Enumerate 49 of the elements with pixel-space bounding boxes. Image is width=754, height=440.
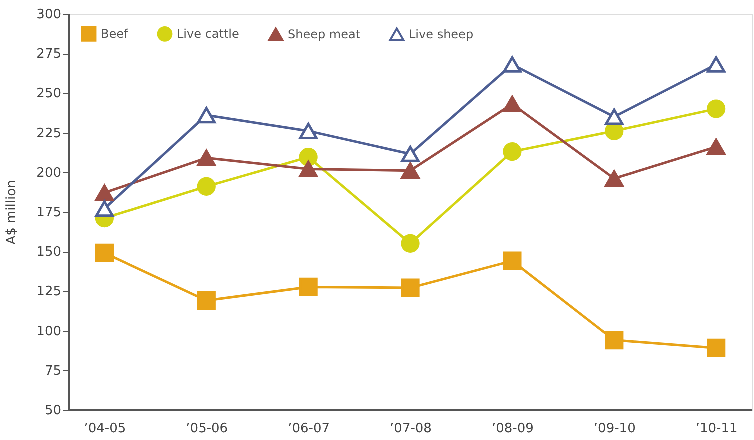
x-tick-label: ’04-05: [84, 422, 126, 436]
point: [503, 142, 522, 162]
y-tick-label: 250: [36, 86, 62, 102]
point: [605, 108, 624, 126]
y-tick-label: 100: [36, 324, 62, 340]
point: [401, 234, 420, 253]
point: [95, 184, 114, 202]
y-tick-label: 75: [44, 364, 62, 379]
point: [197, 107, 216, 124]
point: [299, 278, 318, 297]
point: [401, 278, 420, 298]
point: [197, 150, 216, 166]
x-tick-label: ’09-10: [594, 422, 636, 436]
point: [401, 146, 420, 162]
x-tick-label: ’06-07: [288, 422, 330, 436]
y-tick-label: 50: [44, 404, 62, 418]
point: [503, 56, 522, 73]
point: [707, 56, 726, 73]
legend-label: Live cattle: [177, 27, 240, 42]
point: [707, 100, 726, 118]
y-tick-label: 175: [36, 206, 62, 220]
point: [401, 162, 420, 180]
x-tick-label: ’07-08: [390, 422, 432, 436]
point: [605, 330, 624, 350]
legend-label: Sheep meat: [288, 28, 361, 42]
x-tick-label: ’10-11: [696, 422, 738, 436]
point: [299, 148, 318, 167]
y-tick-label: 300: [36, 8, 62, 22]
point: [299, 161, 318, 178]
point: [707, 338, 726, 358]
point: [605, 170, 624, 187]
legend-label: Beef: [101, 27, 129, 42]
y-tick-label: 125: [36, 284, 62, 300]
point: [707, 138, 726, 156]
point: [95, 244, 114, 262]
legend-label: Live sheep: [409, 28, 474, 42]
y-tick-label: 275: [36, 47, 62, 62]
x-tick-label: ’08-09: [492, 422, 534, 436]
y-tick-label: 200: [36, 166, 62, 181]
point: [503, 96, 522, 113]
point: [95, 200, 114, 218]
y-axis-title: A$ million: [4, 180, 20, 245]
y-tick-label: 225: [36, 126, 62, 142]
point: [197, 177, 216, 196]
point: [197, 291, 216, 310]
x-tick-label: ’05-06: [186, 422, 228, 436]
point: [299, 122, 318, 140]
y-tick-label: 150: [36, 245, 62, 260]
point: [503, 252, 522, 270]
